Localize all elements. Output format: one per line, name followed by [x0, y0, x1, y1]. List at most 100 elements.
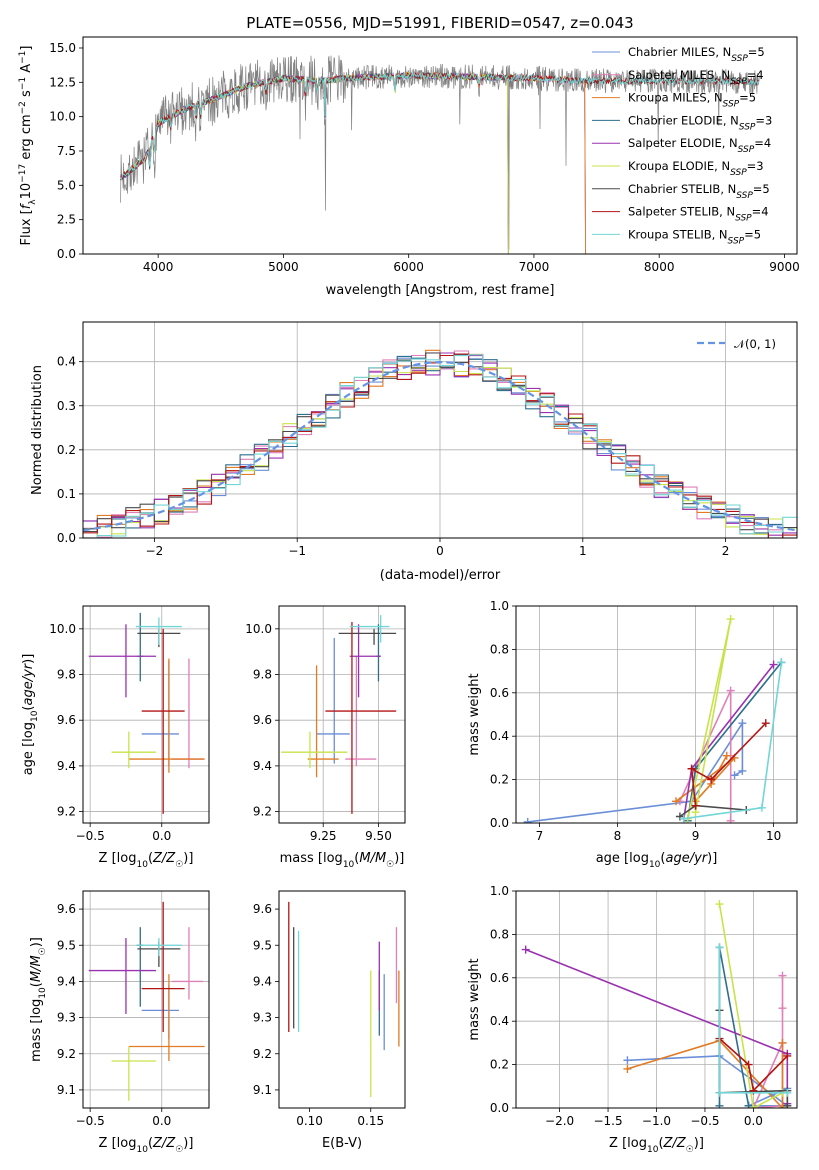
data-point	[761, 719, 770, 728]
data-point	[623, 1056, 632, 1065]
errorbar-point	[349, 615, 390, 643]
data-point	[777, 658, 786, 667]
axes-frame	[82, 605, 210, 824]
x-tick-label: −1.5	[593, 1114, 622, 1128]
data-point	[715, 943, 724, 952]
legend-entry: Chabrier ELODIE, NSSP=3	[628, 113, 772, 132]
y-tick-label: 0.4	[490, 1014, 509, 1028]
y-tick-label: 0.2	[490, 1058, 509, 1072]
data-point	[783, 1051, 792, 1060]
legend-entry: Kroupa MILES, NSSP=5	[628, 91, 756, 110]
data-point	[757, 803, 766, 812]
axes-frame	[278, 605, 406, 824]
y-tick-label: 9.2	[57, 1047, 76, 1061]
data-point	[679, 814, 688, 823]
data-point	[687, 764, 696, 773]
x-axis-label: Z [log10(Z/Z☉)]	[609, 1136, 704, 1155]
y-axis-label: age [log10(age/yr)]	[21, 654, 40, 776]
y-tick-label: 2.5	[57, 213, 76, 227]
errorbar-point	[88, 938, 157, 1014]
data-point	[744, 1060, 753, 1069]
x-tick-label: −0.5	[690, 1114, 719, 1128]
x-tick-label: 7000	[519, 260, 550, 274]
y-axis-label: mass [log10(M/M☉)]	[29, 937, 48, 1062]
x-axis-label: (data-model)/error	[380, 568, 501, 583]
age_vs_mass-frame: 9.25 9.50 9.2 9.4 9.6 9.8 10.0 mass [log10(M/M☉…	[245, 605, 406, 870]
y-tick-label: 0.0	[490, 816, 509, 830]
axes-frame	[278, 890, 406, 1109]
x-tick-label: −0.5	[76, 1114, 105, 1128]
legend-entry: 𝒩(0, 1)	[734, 337, 776, 351]
x-tick-label: 7	[536, 829, 544, 843]
data-point	[749, 1104, 758, 1108]
x-axis-label: mass [log10(M/M☉)]	[280, 851, 405, 870]
legend-entry: Salpeter STELIB, NSSP=4	[628, 205, 769, 224]
legend-entry: Chabrier STELIB, NSSP=5	[628, 182, 770, 201]
legend-entry: Salpeter ELODIE, NSSP=4	[628, 136, 771, 155]
y-tick-label: 5.0	[57, 178, 76, 192]
series-line-kroupa-elodie	[718, 903, 783, 1108]
errorbar-point	[141, 628, 185, 814]
spectrum-plot	[120, 55, 760, 254]
x-tick-label: −1.0	[642, 1114, 671, 1128]
data-point	[778, 1004, 787, 1013]
y-tick-label: 9.6	[253, 713, 272, 727]
data-point	[726, 686, 735, 695]
y-axis-label: Flux [fλ10−17 erg cm−2 s−1 A−1]	[18, 46, 38, 246]
age_vs_mass-plot	[281, 615, 397, 814]
y-tick-label: 9.5	[253, 938, 272, 952]
x-tick-label: 0.0	[152, 829, 171, 843]
x-tick-label: 8000	[644, 260, 675, 274]
errorbar-point	[128, 658, 205, 773]
x-tick-label: 0.10	[296, 1114, 323, 1128]
data-point	[521, 945, 530, 954]
residuals-frame: −2 −1 0 1 2 0.0 0.1 0.2 0.3 0.4 𝒩(0, 1) (data-model…	[30, 321, 798, 583]
x-tick-label: −2.0	[545, 1114, 574, 1128]
y-tick-label: 15.0	[49, 41, 76, 55]
data-point	[738, 766, 747, 775]
y-axis-label: Normed distribution	[30, 365, 45, 495]
x-axis-label: age [log10(age/yr)]	[596, 851, 718, 870]
x-tick-label: 9000	[769, 260, 800, 274]
errorbar-point	[307, 665, 339, 778]
spectrum-frame: 4000 5000 6000 7000 8000 9000 0.0 2.5 5.0 7.5 10.0…	[18, 36, 800, 298]
mass_vs_Z-axes	[83, 891, 209, 1108]
y-tick-label: 10.0	[49, 110, 76, 124]
age_vs_Z-axes	[83, 606, 209, 823]
data-point	[715, 900, 724, 909]
x-tick-label: 2	[722, 544, 730, 558]
series-line-salpeter-stelib	[718, 1038, 788, 1093]
y-tick-label: 7.5	[57, 144, 76, 158]
errorbar-point	[141, 901, 185, 1033]
x-tick-label: 9.25	[310, 829, 337, 843]
data-point	[783, 1101, 792, 1108]
age_vs_Z-plot	[88, 612, 205, 814]
errorbar-point	[281, 731, 348, 769]
legend: 𝒩(0, 1)	[697, 337, 776, 351]
data-point	[726, 615, 735, 624]
model-line-chabrier-stelib	[120, 70, 760, 181]
x-tick-label: 0.0	[152, 1114, 171, 1128]
data-point	[722, 751, 731, 760]
errorbar-point	[325, 621, 397, 814]
x-tick-label: 0.0	[744, 1114, 763, 1128]
x-tick-label: 8	[614, 829, 622, 843]
y-tick-label: 9.1	[57, 1083, 76, 1097]
model-line-kroupa-stelib	[120, 71, 760, 180]
errorbar-point	[171, 927, 204, 1000]
y-axis-label: mass weight	[467, 673, 482, 755]
y-tick-label: 12.5	[49, 75, 76, 89]
y-tick-label: 0.8	[490, 927, 509, 941]
x-tick-label: 9	[692, 829, 700, 843]
x-tick-label: 0.15	[357, 1114, 384, 1128]
data-point	[769, 660, 778, 669]
normal-curve-line	[83, 360, 797, 532]
x-tick-label: −2	[146, 544, 164, 558]
x-axis-label: E(B-V)	[322, 1136, 362, 1151]
errorbar-point	[135, 938, 182, 957]
errorbar-point	[135, 617, 182, 645]
y-tick-label: 1.0	[490, 599, 509, 613]
y-tick-label: 9.4	[253, 974, 272, 988]
y-tick-label: 10.0	[49, 622, 76, 636]
